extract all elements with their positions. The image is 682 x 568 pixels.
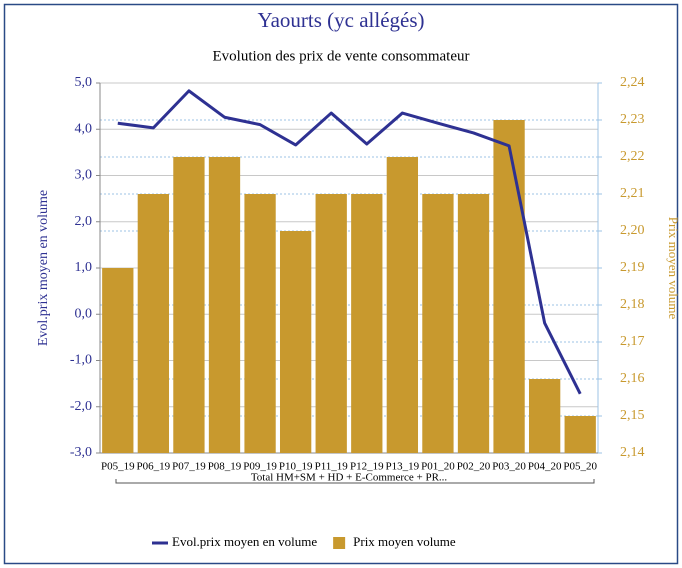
legend-swatch — [333, 537, 346, 549]
bar — [351, 194, 383, 453]
y2-tick-label: 2,21 — [620, 186, 645, 201]
legend-label: Prix moyen volume — [353, 534, 456, 549]
y2-tick-label: 2,15 — [620, 408, 645, 423]
bar — [244, 194, 276, 453]
x-tick-label: P13_19 — [386, 461, 420, 473]
bar — [208, 157, 241, 453]
y-tick-label: -3,0 — [70, 445, 92, 460]
y-tick-label: 3,0 — [75, 168, 93, 183]
bar — [173, 157, 205, 453]
y2-tick-label: 2,17 — [620, 334, 645, 349]
y2-tick-label: 2,19 — [620, 260, 645, 275]
x-tick-label: P05_20 — [563, 461, 597, 473]
chart-subtitle: Evolution des prix de vente consommateur — [212, 48, 469, 64]
x-tick-label: P11_19 — [315, 461, 349, 473]
y2-tick-label: 2,16 — [620, 371, 645, 386]
x-tick-label: P09_19 — [243, 461, 277, 473]
y-tick-label: 2,0 — [75, 214, 93, 229]
y2-tick-label: 2,22 — [620, 149, 645, 164]
x-tick-label: P06_19 — [137, 461, 171, 473]
y-tick-label: 0,0 — [75, 306, 93, 321]
y-tick-label: 5,0 — [75, 75, 93, 90]
x-tick-label: P02_20 — [457, 461, 491, 473]
group-bracket — [115, 479, 595, 484]
x-tick-label: P03_20 — [492, 461, 526, 473]
y2-axis-label: Prix moyen volume — [666, 217, 681, 320]
y2-tick-label: 2,23 — [620, 112, 645, 127]
bar — [279, 231, 312, 453]
y-tick-label: -1,0 — [70, 353, 92, 368]
y2-tick-label: 2,20 — [620, 223, 645, 238]
bar — [528, 379, 561, 453]
x-tick-label: P05_19 — [101, 461, 135, 473]
y-tick-label: -2,0 — [70, 399, 92, 414]
bar — [457, 194, 490, 453]
x-tick-label: P01_20 — [421, 461, 455, 473]
y-tick-label: 1,0 — [75, 260, 93, 275]
bar — [493, 120, 525, 453]
bar — [137, 194, 170, 453]
y-axis-label: Evol.prix moyen en volume — [36, 190, 51, 346]
x-tick-label: P08_19 — [208, 461, 242, 473]
chart-title: Yaourts (yc allégés) — [258, 8, 425, 32]
x-tick-label: P07_19 — [172, 461, 206, 473]
x-tick-label: P10_19 — [279, 461, 313, 473]
group-label: Total HM+SM + HD + E-Commerce + PR... — [251, 472, 448, 484]
y2-tick-label: 2,24 — [620, 75, 645, 90]
line — [117, 89, 582, 395]
bar — [386, 157, 419, 453]
bar — [564, 416, 596, 453]
legend-label: Evol.prix moyen en volume — [172, 534, 317, 549]
bar — [102, 268, 134, 453]
y2-tick-label: 2,14 — [620, 445, 645, 460]
bar — [315, 194, 347, 453]
bar — [422, 194, 454, 453]
y2-tick-label: 2,18 — [620, 297, 645, 312]
x-tick-label: P04_20 — [528, 461, 562, 473]
y-tick-label: 4,0 — [75, 121, 93, 136]
x-tick-label: P12_19 — [350, 461, 384, 473]
